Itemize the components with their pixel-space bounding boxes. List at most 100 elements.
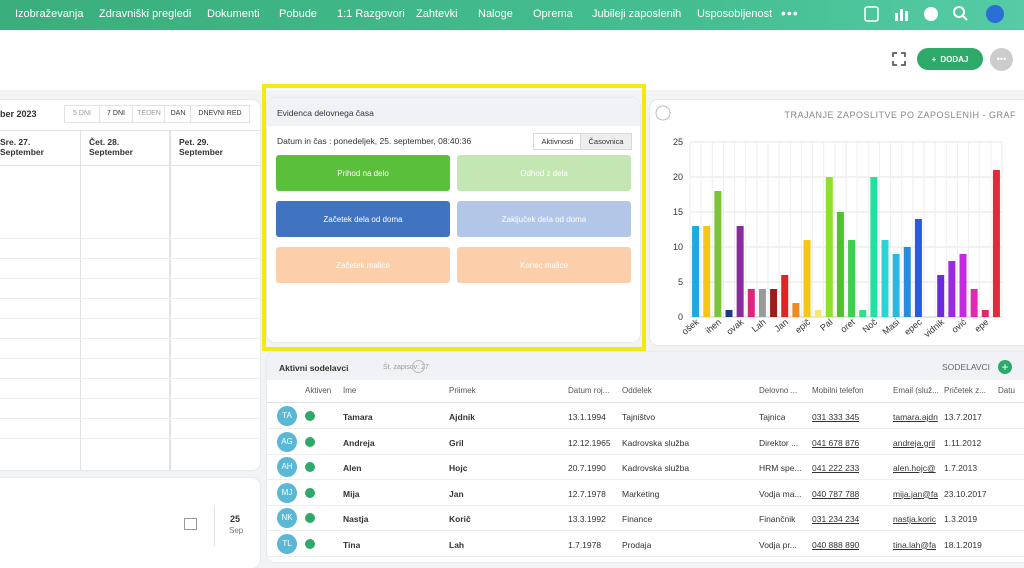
calendar-row-line bbox=[0, 298, 260, 299]
column-header[interactable]: Email (služ... bbox=[893, 386, 939, 395]
cell: 18.1.2019 bbox=[944, 539, 982, 550]
tab[interactable]: Časovnica bbox=[580, 133, 632, 150]
bar bbox=[792, 303, 800, 317]
column-header[interactable]: Ime bbox=[343, 386, 357, 395]
column-header[interactable]: Datum roj... bbox=[568, 386, 610, 395]
refresh-icon[interactable] bbox=[412, 360, 425, 373]
cell: Finance bbox=[622, 514, 653, 524]
cell[interactable]: nastja.koric bbox=[893, 514, 936, 524]
column-header[interactable]: Pričetek z... bbox=[944, 386, 986, 395]
more-button[interactable]: ••• bbox=[990, 48, 1013, 71]
search-icon[interactable] bbox=[953, 6, 965, 18]
cell: 23.10.2017 bbox=[944, 488, 987, 499]
bar bbox=[937, 275, 945, 317]
x-tick-label: Jan bbox=[772, 317, 790, 334]
y-tick-label: 25 bbox=[673, 137, 683, 147]
x-tick-label: ović bbox=[950, 317, 969, 335]
action-button[interactable]: Začetek dela od doma bbox=[276, 201, 450, 237]
cell[interactable]: andreja.gril bbox=[893, 437, 936, 448]
stats-icon[interactable] bbox=[895, 13, 898, 21]
refresh-icon bbox=[655, 105, 671, 121]
cell: Tamara bbox=[343, 412, 373, 422]
tab[interactable]: Aktivnosti bbox=[533, 133, 582, 150]
cell: 12.12.1965 bbox=[568, 437, 611, 448]
more-icon[interactable]: ••• bbox=[781, 5, 799, 21]
cell[interactable]: alen.hojc@ bbox=[893, 463, 936, 473]
cell: HRM spe... bbox=[759, 463, 802, 473]
panel-header bbox=[267, 352, 1024, 380]
column-header[interactable]: Priimek bbox=[449, 386, 476, 395]
cell[interactable]: 040 787 788 bbox=[812, 488, 860, 499]
avatar: TA bbox=[277, 406, 297, 426]
nav-item[interactable]: Zahtevki bbox=[416, 8, 458, 20]
action-button[interactable]: Začetek malice bbox=[276, 247, 450, 283]
cell[interactable]: tamara.ajdn bbox=[893, 412, 938, 422]
nav-item[interactable]: Pobude bbox=[279, 8, 317, 20]
day-month: September bbox=[179, 147, 223, 157]
employees-link[interactable]: SODELAVCI bbox=[942, 362, 991, 372]
nav-item[interactable]: 1:1 Razgovori bbox=[337, 8, 405, 20]
chart-panel: TRAJANJE ZAPOSLITVE PO ZAPOSLENIH - GRAF… bbox=[650, 100, 1024, 345]
calendar-row-line bbox=[0, 338, 260, 339]
calendar-row-line bbox=[0, 318, 260, 319]
nav-item[interactable]: Jubileji zaposlenih bbox=[592, 8, 682, 20]
bar bbox=[758, 289, 766, 317]
chart: TRAJANJE ZAPOSLITVE PO ZAPOSLENIH - GRAF… bbox=[655, 105, 1016, 339]
header-line bbox=[267, 402, 1024, 403]
column-header[interactable]: Aktiven bbox=[305, 386, 332, 395]
calendar-icon[interactable] bbox=[864, 6, 879, 22]
x-tick-label: Pal bbox=[818, 317, 834, 333]
panel-title: Evidenca delovnega časa bbox=[277, 108, 374, 118]
cell: Direktor ... bbox=[759, 437, 799, 448]
clock-icon[interactable] bbox=[924, 7, 938, 21]
cell: 13.1.1994 bbox=[568, 412, 606, 422]
view-button[interactable]: 5 DNI bbox=[64, 105, 100, 123]
cell[interactable]: tina.lah@fa bbox=[893, 539, 937, 550]
view-button[interactable]: DNEVNI RED bbox=[190, 105, 250, 123]
nav-item[interactable]: Naloge bbox=[478, 8, 513, 20]
toolbar bbox=[0, 30, 1024, 90]
nav-item[interactable]: Izobraževanja bbox=[15, 8, 84, 20]
cell: Korič bbox=[449, 514, 471, 524]
view-button[interactable]: 7 DNI bbox=[99, 105, 133, 123]
active-check bbox=[305, 538, 315, 549]
cell: Vodja ma... bbox=[759, 488, 802, 499]
column-header[interactable]: Oddelek bbox=[622, 386, 652, 395]
calendar-row-line bbox=[0, 418, 260, 419]
fullscreen-icon[interactable] bbox=[892, 52, 906, 66]
column-header[interactable]: Datu bbox=[998, 386, 1015, 395]
day-name: Pet. 29. bbox=[179, 137, 209, 147]
bar bbox=[892, 254, 900, 317]
avatar[interactable] bbox=[986, 5, 1004, 23]
nav-item[interactable]: Zdravniški pregledi bbox=[99, 8, 192, 20]
cell[interactable]: 031 333 345 bbox=[812, 412, 860, 422]
x-tick-label: epič bbox=[793, 317, 812, 336]
column-header[interactable]: Mobilni telefon bbox=[812, 386, 864, 395]
action-button[interactable]: Prihod na delo bbox=[276, 155, 450, 191]
active-check bbox=[305, 462, 315, 472]
cell[interactable]: 041 222 233 bbox=[812, 463, 860, 473]
x-tick-label: ovak bbox=[724, 317, 745, 337]
view-button[interactable]: DAN bbox=[164, 105, 192, 123]
nav-item[interactable]: Oprema bbox=[533, 8, 573, 20]
cell[interactable]: 041 678 876 bbox=[812, 437, 860, 448]
bar bbox=[881, 240, 889, 317]
add-plus: + bbox=[931, 54, 937, 64]
action-button[interactable]: Konec malice bbox=[457, 247, 631, 283]
x-tick-label: ihen bbox=[704, 317, 723, 336]
column-header[interactable]: Delovno ... bbox=[759, 386, 798, 395]
cell[interactable]: 040 888 890 bbox=[812, 539, 860, 550]
add-button[interactable]: + DODAJ bbox=[917, 48, 983, 70]
nav-item[interactable]: Usposobljenost bbox=[697, 8, 773, 20]
action-button[interactable]: Odhod z dela bbox=[457, 155, 631, 191]
calendar-row-line bbox=[0, 378, 260, 379]
y-tick-label: 5 bbox=[678, 277, 683, 287]
bar bbox=[725, 310, 733, 317]
add-icon[interactable]: + bbox=[998, 360, 1012, 374]
view-button[interactable]: TEDEN bbox=[132, 105, 166, 123]
cell[interactable]: mija.jan@fa bbox=[893, 488, 939, 499]
active-check bbox=[305, 487, 315, 498]
nav-item[interactable]: Dokumenti bbox=[207, 8, 260, 20]
cell[interactable]: 031 234 234 bbox=[812, 514, 860, 524]
action-button[interactable]: Zaključek dela od doma bbox=[457, 201, 631, 237]
